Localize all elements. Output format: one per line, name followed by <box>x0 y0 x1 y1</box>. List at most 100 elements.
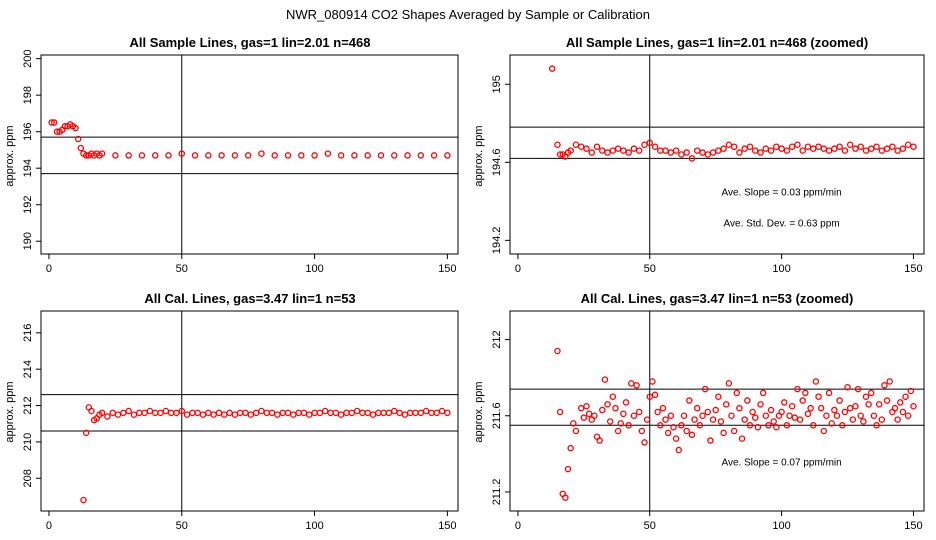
data-point <box>151 409 159 417</box>
data-point <box>862 147 870 154</box>
data-point <box>585 410 593 418</box>
data-point <box>683 427 690 435</box>
data-point <box>680 412 688 420</box>
data-point <box>274 411 281 418</box>
data-point <box>630 145 638 152</box>
data-point <box>646 393 654 400</box>
data-point <box>762 412 770 420</box>
data-point <box>215 409 223 417</box>
data-point <box>430 152 438 159</box>
data-point <box>883 397 891 404</box>
panel-title: All Cal. Lines, gas=3.47 lin=1 n=53 (zoo… <box>581 291 854 306</box>
data-point <box>577 404 585 412</box>
data-point <box>570 420 577 427</box>
panel-cal-lines-zoomed: All Cal. Lines, gas=3.47 lin=1 n=53 (zoo… <box>473 291 925 532</box>
data-point <box>754 423 762 431</box>
data-point <box>620 410 627 418</box>
y-axis-label: approx. ppm <box>473 125 485 186</box>
data-point <box>165 152 172 159</box>
x-tick-label: 50 <box>644 520 656 532</box>
y-tick-label: 196 <box>22 122 34 140</box>
data-point <box>444 152 451 159</box>
data-point <box>878 416 886 423</box>
data-point <box>406 409 414 417</box>
data-point <box>873 422 880 429</box>
data-point <box>812 378 820 385</box>
data-point <box>554 141 561 148</box>
data-point <box>746 143 754 150</box>
data-point <box>74 135 82 143</box>
data-point <box>620 147 627 154</box>
data-point <box>704 408 712 416</box>
data-point <box>231 411 239 418</box>
data-point <box>672 435 680 442</box>
data-point <box>633 382 640 389</box>
data-point <box>709 149 717 156</box>
data-point <box>894 147 901 154</box>
data-point <box>391 407 398 415</box>
data-point <box>194 409 201 417</box>
data-point <box>846 404 854 412</box>
data-point <box>862 393 870 400</box>
data-point <box>693 404 701 412</box>
y-tick-label: 211.2 <box>491 479 503 506</box>
data-point <box>796 416 804 423</box>
x-tick-label: 100 <box>772 520 790 532</box>
data-point <box>670 423 677 431</box>
data-point <box>593 143 601 150</box>
data-point <box>836 143 843 150</box>
x-tick-label: 150 <box>904 520 922 532</box>
data-point <box>907 387 915 395</box>
data-point <box>699 412 706 420</box>
data-point <box>141 409 148 417</box>
x-tick-label: 0 <box>515 263 521 275</box>
data-point <box>749 408 756 416</box>
y-tick-label: 200 <box>22 49 34 67</box>
data-point <box>844 383 851 391</box>
data-point <box>767 147 775 154</box>
data-point <box>809 145 817 152</box>
data-point <box>902 393 909 400</box>
panel-sample-lines: All Sample Lines, gas=1 lin=2.01 n=468 a… <box>4 35 459 275</box>
data-point <box>77 144 85 152</box>
data-point <box>136 409 143 417</box>
data-point <box>112 152 119 159</box>
data-point <box>614 145 622 152</box>
data-point <box>417 409 425 417</box>
data-point <box>699 149 706 156</box>
data-point <box>189 409 196 417</box>
data-point <box>311 409 318 417</box>
data-point <box>242 409 249 417</box>
data-point <box>554 347 561 355</box>
data-point <box>375 409 382 417</box>
data-point <box>839 422 846 429</box>
data-point <box>664 429 672 437</box>
y-tick-label: 216 <box>22 324 34 342</box>
data-point <box>860 418 867 425</box>
data-point <box>606 418 614 425</box>
data-point <box>583 402 590 410</box>
data-point <box>638 427 646 435</box>
data-point <box>428 409 435 417</box>
data-point <box>348 409 356 417</box>
data-point <box>151 152 159 159</box>
data-point <box>231 152 239 159</box>
data-point <box>337 152 345 159</box>
data-point <box>72 124 79 132</box>
panel-cal-lines: All Cal. Lines, gas=3.47 lin=1 n=53 appr… <box>4 291 459 532</box>
data-point <box>236 409 244 417</box>
data-point <box>162 407 170 415</box>
data-point <box>817 404 825 412</box>
data-point <box>625 422 632 429</box>
data-point <box>828 420 835 427</box>
data-point <box>720 145 727 152</box>
data-point <box>48 119 55 126</box>
y-axis-label: approx. ppm <box>473 381 485 442</box>
data-point <box>364 409 371 417</box>
data-point <box>377 152 385 159</box>
x-tick-label: 50 <box>176 520 188 532</box>
data-point <box>572 141 580 148</box>
data-point <box>564 465 572 473</box>
data-point <box>138 152 146 159</box>
